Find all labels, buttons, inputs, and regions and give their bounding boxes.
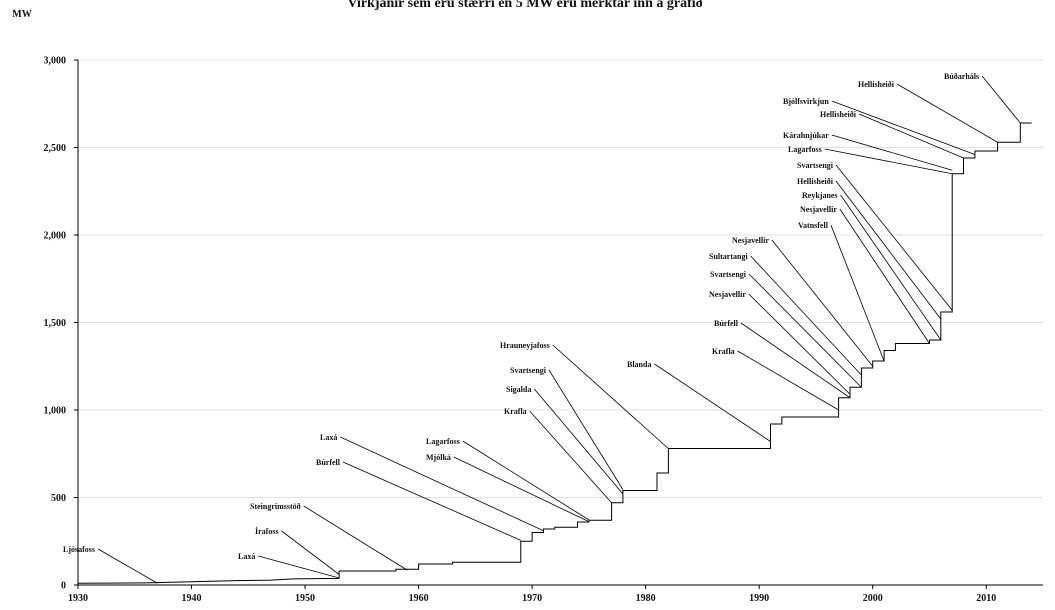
- annotation-leader: [839, 208, 930, 344]
- y-tick-1000: 1,000: [44, 406, 67, 417]
- annotation-label: Írafoss: [255, 526, 279, 536]
- y-tick-500: 500: [51, 493, 66, 504]
- annotation-leader: [654, 363, 771, 442]
- annotation-label: Laxá: [238, 552, 255, 561]
- x-tick-1930: 1930: [68, 593, 88, 604]
- annotation-leader: [342, 461, 521, 541]
- annotation-label: Laxá: [320, 433, 337, 442]
- annotation-label: Nesjavellir: [732, 236, 769, 245]
- annotation-label: Reykjanes: [802, 191, 838, 200]
- annotation-leader: [835, 164, 953, 311]
- annotation-leader: [534, 388, 624, 495]
- x-tick-1980: 1980: [636, 593, 656, 604]
- annotation-leader: [548, 369, 624, 490]
- annotation-label: Ljósafoss: [63, 545, 95, 554]
- annotation-label: Sultartangi: [709, 252, 748, 261]
- annotation-label: Steingrímsstöð: [250, 502, 301, 511]
- annotation-label: Krafla: [504, 407, 527, 416]
- annotation-label: Blanda: [627, 360, 651, 369]
- annotation-label: Búðarháls: [944, 72, 979, 81]
- annotations: Ljósafoss Laxá Írafoss Steingrímsstöð Búrfel…: [63, 72, 979, 561]
- annotation-label: Lagarfoss: [788, 145, 822, 154]
- annotation-label: Nesjavellir: [800, 205, 837, 214]
- chart-title: Virkjanir sem eru stærri en 5 MW eru mer…: [347, 0, 702, 11]
- y-unit-label: MW: [12, 9, 31, 20]
- annotation-leader: [453, 456, 590, 523]
- annotation-label: Hellisheiði: [820, 110, 857, 119]
- annotation-leaders: [97, 75, 1021, 584]
- annotation-label: Mjólká: [426, 453, 451, 462]
- annotation-leader: [737, 350, 839, 411]
- grid-lines: [78, 59, 1043, 498]
- annotation-label: Búrfell: [714, 319, 739, 328]
- series-line-0: [77, 122, 1032, 584]
- series: [77, 122, 1032, 584]
- y-tick-2000: 2,000: [44, 231, 67, 242]
- annotation-leader: [831, 134, 953, 171]
- annotation-label: Vatnsfell: [798, 221, 829, 230]
- annotation-leader: [896, 83, 998, 143]
- annotation-leader: [303, 505, 408, 571]
- annotation-leader: [831, 100, 976, 155]
- x-tick-1950: 1950: [295, 593, 315, 604]
- annotation-leader: [529, 410, 612, 504]
- annotation-leader: [830, 224, 885, 362]
- annotation-label: Svartsengi: [797, 161, 834, 170]
- annotation-leader: [840, 194, 942, 341]
- annotation-label: Svartsengi: [710, 270, 747, 279]
- x-tick-1940: 1940: [182, 593, 202, 604]
- x-tick-1970: 1970: [522, 593, 542, 604]
- annotation-label: Nesjavellir: [709, 290, 746, 299]
- annotation-leader: [835, 180, 942, 320]
- x-tick-2010: 2010: [976, 593, 996, 604]
- annotation-label: Búrfell: [316, 458, 341, 467]
- annotation-label: Svartsengi: [510, 366, 547, 375]
- x-tick-1990: 1990: [749, 593, 769, 604]
- y-tick-3000: 3,000: [44, 56, 67, 67]
- annotation-label: Hrauneyjafoss: [500, 341, 550, 350]
- y-tick-1500: 1,500: [44, 318, 67, 329]
- annotation-leader: [771, 239, 874, 367]
- axes: [74, 59, 1043, 589]
- x-tick-labels: 1930 1940 1950 1960 1970 1980 1990 2000 2010: [68, 593, 996, 604]
- annotation-leader: [281, 530, 340, 575]
- annotation-leader: [552, 344, 669, 449]
- annotation-label: Hellisheiði: [858, 80, 895, 89]
- x-tick-2000: 2000: [863, 593, 883, 604]
- annotation-leader: [858, 113, 964, 159]
- annotation-leader: [748, 293, 851, 395]
- y-tick-0: 0: [61, 581, 66, 592]
- annotation-label: Bjólfsvirkjun: [783, 97, 829, 106]
- y-tick-labels: 0 500 1,000 1,500 2,000 2,500 3,000: [44, 56, 67, 592]
- annotation-label: Sigalda: [506, 385, 531, 394]
- annotation-leader: [824, 148, 953, 175]
- y-tick-2500: 2,500: [44, 143, 67, 154]
- annotation-leader: [462, 440, 590, 521]
- annotation-leader: [750, 255, 862, 376]
- annotation-leader: [740, 322, 851, 399]
- annotation-leader: [748, 273, 862, 388]
- x-tick-1960: 1960: [409, 593, 429, 604]
- annotation-label: Lagarfoss: [426, 437, 460, 446]
- annotation-leader: [258, 555, 340, 579]
- annotation-label: Krafla: [712, 347, 735, 356]
- annotation-label: Kárahnjúkar: [783, 131, 829, 140]
- annotation-leader: [981, 75, 1021, 124]
- annotation-label: Hellisheiði: [797, 177, 834, 186]
- annotation-leader: [97, 548, 158, 584]
- annotation-leader: [340, 436, 544, 532]
